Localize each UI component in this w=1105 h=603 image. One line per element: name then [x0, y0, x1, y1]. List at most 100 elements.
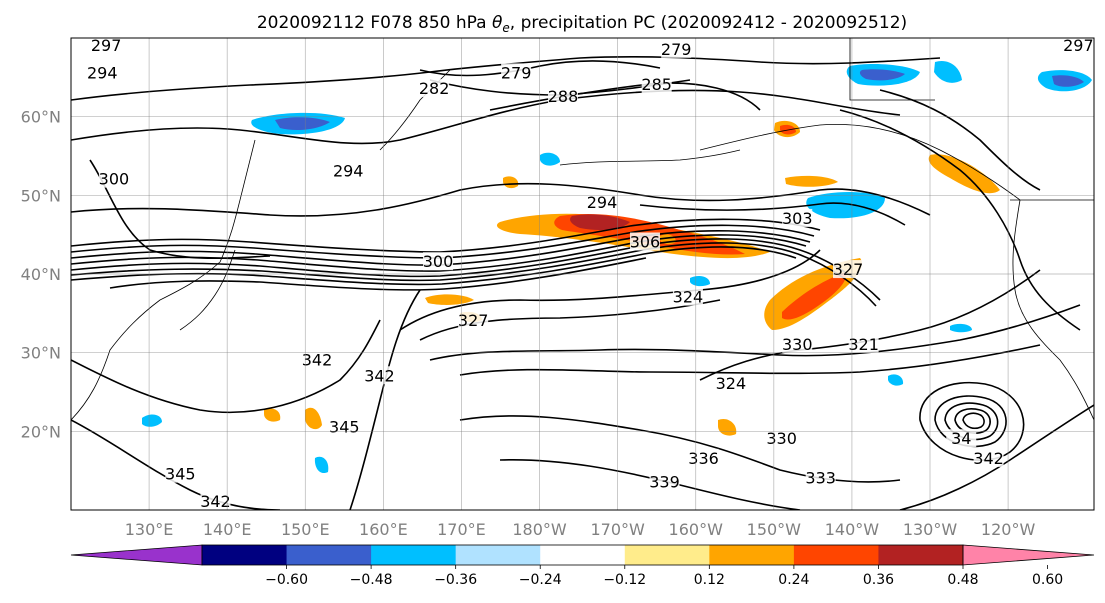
contour-label: 306	[630, 233, 661, 252]
shade-negative-mid-pacific	[690, 276, 710, 287]
contour-label: 342	[302, 351, 333, 370]
contour-label-bg	[946, 429, 977, 448]
colorbar-tick-label: 0.24	[778, 572, 809, 588]
colorbar-frame	[201, 544, 964, 566]
contour-label-bg	[329, 417, 360, 436]
shade-positive-west-pacific	[305, 407, 322, 430]
contour-pacific-nw	[839, 109, 1081, 331]
contour-label-bg	[419, 79, 450, 98]
contour-label: 345	[329, 417, 360, 436]
contour-upper-2	[71, 89, 901, 145]
x-tick-label: 160°W	[669, 520, 724, 539]
contour-342-east	[899, 404, 1094, 510]
contour-label: 342	[200, 492, 231, 511]
shade-negative-east-pacific	[950, 323, 972, 333]
contour-label: 294	[87, 63, 118, 82]
contour-label-bg	[423, 252, 454, 271]
colorbar-extend-high	[962, 544, 1095, 566]
shade-strong-negative-okhotsk	[275, 117, 330, 130]
shade-strong-negative-northeast-corner	[1052, 75, 1084, 87]
contour-label-bg	[629, 232, 660, 251]
contour-label-bg	[782, 208, 813, 227]
x-tick-label: 130°W	[903, 520, 958, 539]
shade-strong-negative-north-bering	[859, 69, 905, 81]
contour-label: 342	[973, 449, 1004, 468]
colorbar-tick-label: −0.36	[434, 572, 477, 588]
contour-label-bg	[973, 448, 1004, 467]
x-tick-label: 120°W	[981, 520, 1036, 539]
contour-label: 294	[333, 162, 364, 181]
contour-label: 330	[766, 429, 797, 448]
x-tick-label: 150°E	[281, 520, 330, 539]
contour-label: 279	[661, 40, 692, 59]
y-tick-label: 60°N	[21, 108, 61, 127]
contour-label: 294	[587, 193, 618, 212]
contour-303	[639, 202, 906, 226]
colorbar-segment	[371, 545, 457, 565]
contour-label-bg	[547, 87, 578, 105]
coastline-japan	[179, 249, 236, 331]
contour-label-bg	[301, 350, 332, 369]
contour-label: 300	[423, 252, 454, 271]
contour-342	[349, 289, 421, 510]
contour-label: 324	[673, 288, 704, 307]
shade-strong-oblique-band	[782, 272, 846, 320]
colorbar-segment	[793, 545, 879, 565]
x-tick-label: 180°W	[512, 520, 567, 539]
contour-330b	[459, 344, 1041, 376]
shade-negative-east-pacific-2	[888, 374, 904, 386]
contour-label-bg	[649, 472, 680, 491]
contour-label-bg	[98, 169, 129, 188]
contour-330	[429, 304, 1081, 361]
colorbar-tick-label: −0.60	[265, 572, 308, 588]
colorbar-tick-label: −0.48	[350, 572, 393, 588]
colorbar-tick-label: 0.12	[694, 572, 725, 588]
contour-label-bg	[501, 63, 532, 82]
contour-label: 345	[165, 465, 196, 484]
shade-negative-north-2	[934, 60, 962, 83]
contour-label: 336	[688, 449, 719, 468]
colorbar-segment	[455, 545, 541, 565]
colorbar-segment	[286, 545, 372, 565]
x-tick-label: 140°W	[825, 520, 880, 539]
jet-contour	[71, 218, 821, 253]
contour-labels: 297 294 279 279 282 288 285 297 300 294 294 303 306 3…	[87, 38, 1094, 511]
contour-label: 282	[419, 79, 450, 98]
contour-label-bg	[805, 468, 836, 487]
coastline-asia	[71, 139, 256, 421]
contour-327	[399, 249, 821, 331]
contour-label-bg	[364, 366, 395, 385]
shade-positive-aleutian	[785, 175, 838, 187]
contour-279	[419, 60, 661, 77]
contour-label-bg	[715, 374, 746, 393]
contour-label-bg	[91, 38, 122, 54]
x-tick-label: 170°W	[590, 520, 645, 539]
contour-label-bg	[833, 260, 864, 279]
map-frame	[70, 37, 1095, 511]
contour-label-bg	[848, 334, 879, 353]
y-tick-label: 50°N	[21, 186, 61, 205]
jet-contour	[71, 238, 881, 301]
shade-negative-taiwan	[142, 414, 162, 427]
contour-label: 333	[805, 469, 836, 488]
coastline-aleutians	[559, 149, 741, 166]
y-tick-label: 40°N	[21, 265, 61, 284]
y-tick-label: 20°N	[21, 422, 61, 441]
x-tick-label: 170°E	[437, 520, 486, 539]
colorbar-segment	[540, 545, 626, 565]
coastline-north-america	[1012, 199, 1094, 421]
shade-negative-philippine-sea	[314, 456, 329, 474]
contour-label: 279	[501, 63, 532, 82]
map-area: 297 294 279 279 282 288 285 297 300 294 294 303 306 3…	[71, 38, 1094, 511]
contour-label-bg	[165, 464, 196, 483]
contour-label-bg	[587, 193, 618, 212]
contour-label-bg	[782, 334, 813, 353]
contour-label: 339	[649, 472, 680, 491]
x-tick-label: 150°W	[747, 520, 802, 539]
contour-ring-5	[919, 381, 1025, 461]
colorbar-extend-low	[70, 544, 203, 566]
shade-max-jet-band	[570, 214, 630, 230]
x-tick-label: 160°E	[359, 520, 408, 539]
shade-positive-hawaii	[264, 408, 281, 422]
gridlines	[71, 38, 1094, 510]
